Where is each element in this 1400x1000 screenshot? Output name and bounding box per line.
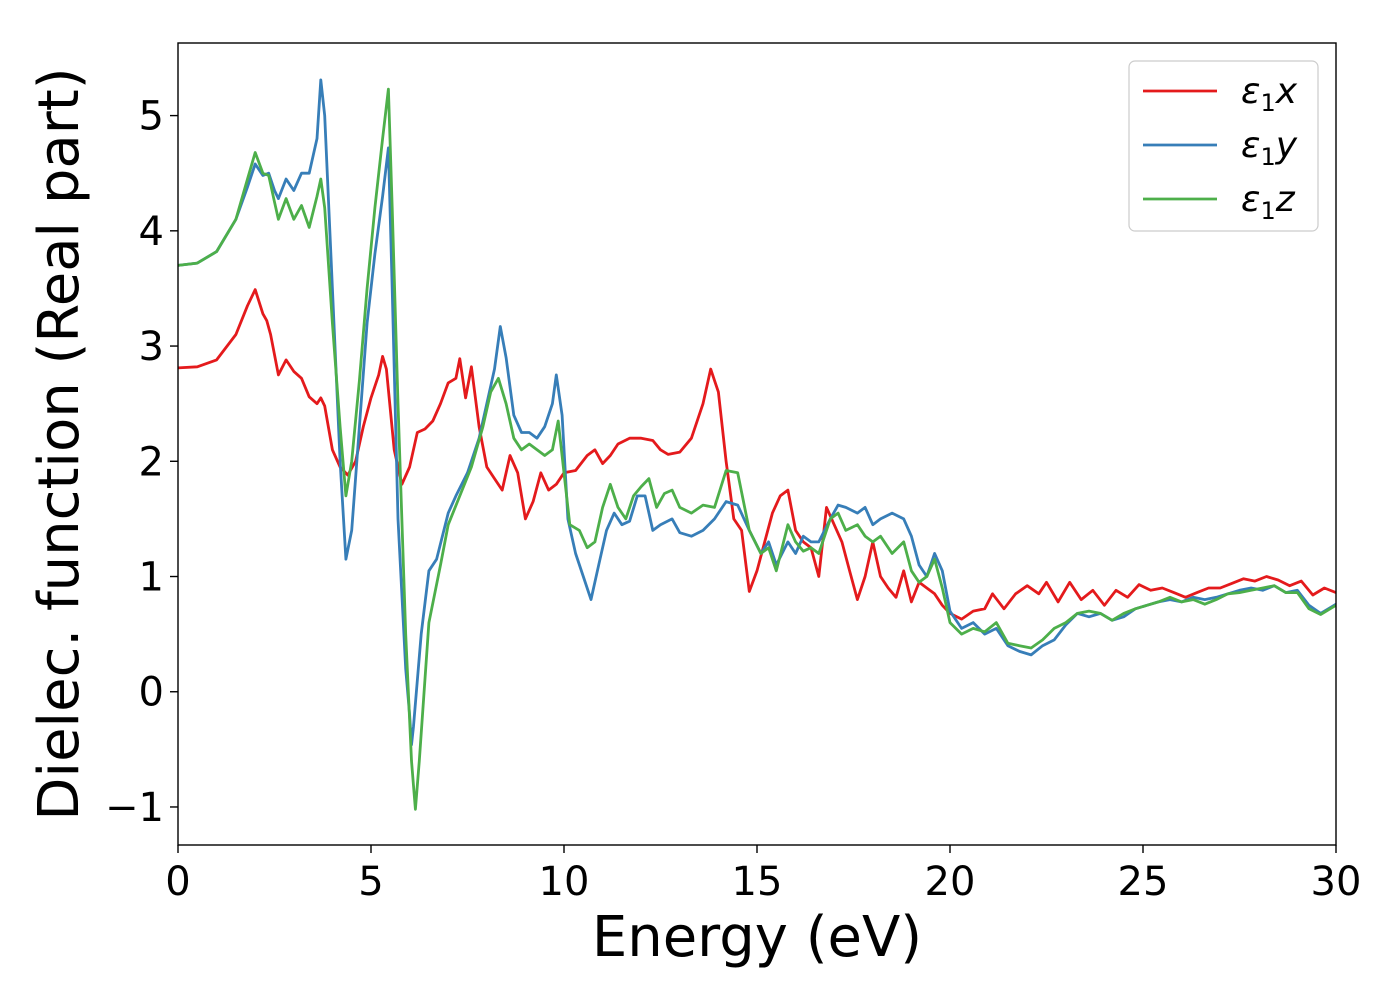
series-line-y [178, 78, 1336, 747]
y-tick-label: 0 [139, 670, 164, 716]
x-axis-label: Energy (eV) [592, 905, 922, 970]
y-tick-label: −1 [105, 785, 164, 831]
y-axis-ticks: −1 0 1 2 3 4 5 [105, 94, 178, 831]
legend-label-x: ε1x [1241, 71, 1298, 117]
x-tick-label: 25 [1118, 859, 1169, 905]
x-tick-label: 0 [165, 859, 190, 905]
y-tick-label: 3 [139, 324, 164, 370]
y-tick-label: 5 [139, 94, 164, 140]
series-line-z [178, 87, 1336, 811]
legend-label-y: ε1y [1241, 125, 1298, 171]
y-tick-label: 2 [139, 439, 164, 485]
y-axis-label: Dielec. function (Real part) [27, 67, 92, 820]
x-tick-label: 20 [925, 859, 976, 905]
x-tick-label: 15 [732, 859, 783, 905]
x-tick-label: 30 [1311, 859, 1362, 905]
legend: ε1x ε1y ε1z [1128, 60, 1319, 232]
series-line-x [178, 288, 1336, 621]
y-tick-label: 4 [139, 209, 164, 255]
legend-label-z: ε1z [1241, 179, 1296, 225]
x-tick-label: 5 [358, 859, 383, 905]
legend-box [1128, 60, 1319, 232]
series-layer [178, 78, 1336, 811]
x-tick-label: 10 [539, 859, 590, 905]
x-axis-ticks: 0 5 10 15 20 25 30 [165, 845, 1361, 905]
y-tick-label: 1 [139, 555, 164, 601]
